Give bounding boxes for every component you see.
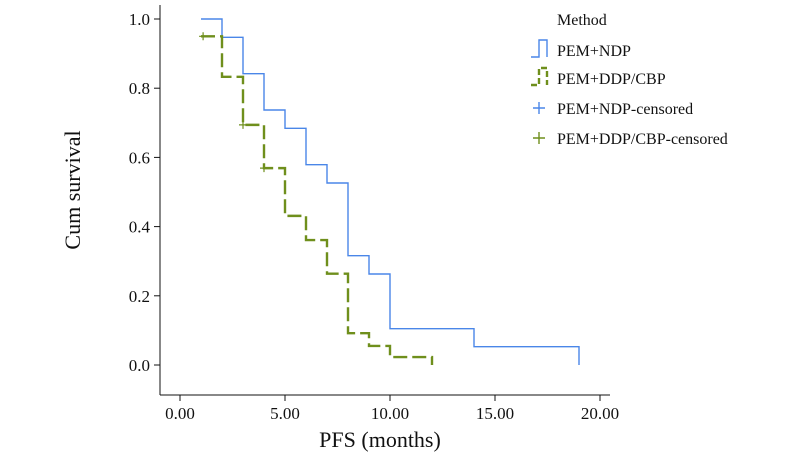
series-group — [199, 18, 580, 365]
legend-title: Method — [557, 12, 607, 29]
x-tick-label: 0.00 — [165, 404, 195, 423]
y-tick-label: 0.0 — [129, 356, 150, 375]
legend-plus-marker — [533, 132, 545, 144]
legend-label: PEM+NDP-censored — [557, 101, 693, 118]
legend-swatch — [531, 66, 549, 87]
x-tick-label: 15.00 — [476, 404, 514, 423]
axes: 0.0 0.2 0.4 0.6 0.8 1.0 0.00 5.00 10.00 15.00 20.0… — [129, 5, 619, 423]
legend-label: PEM+NDP — [557, 43, 631, 60]
y-tick-label: 0.4 — [129, 218, 151, 237]
x-axis-title: PFS (months) — [319, 427, 441, 452]
y-axis-title: Cum survival — [60, 130, 85, 249]
y-tick-label: 1.0 — [129, 10, 150, 29]
y-tick-label: 0.2 — [129, 287, 150, 306]
x-tick-label: 10.00 — [371, 404, 409, 423]
legend-swatch — [531, 39, 548, 58]
censor-mark — [239, 120, 247, 129]
x-tick-label: 20.00 — [581, 404, 619, 423]
censor-mark — [199, 32, 208, 41]
legend-plus-marker — [533, 102, 545, 114]
legend-item: PEM+DDP/CBP-censored — [533, 131, 728, 148]
legend-item: PEM+NDP-censored — [533, 101, 693, 118]
y-tick-label: 0.6 — [129, 148, 150, 167]
legend-item: PEM+NDP — [531, 39, 631, 60]
legend: Method PEM+NDP PEM+DDP/CBP PEM+NDP-censored… — [531, 12, 728, 148]
series-line-pem-ddp-cbp — [201, 35, 434, 365]
legend-label: PEM+DDP/CBP-censored — [557, 131, 728, 148]
legend-label: PEM+DDP/CBP — [557, 71, 666, 88]
series-line-pem-ndp — [201, 18, 580, 365]
censor-mark — [260, 164, 268, 173]
legend-item: PEM+DDP/CBP — [531, 66, 666, 88]
y-tick-label: 0.8 — [129, 79, 150, 98]
x-tick-label: 5.00 — [270, 404, 300, 423]
